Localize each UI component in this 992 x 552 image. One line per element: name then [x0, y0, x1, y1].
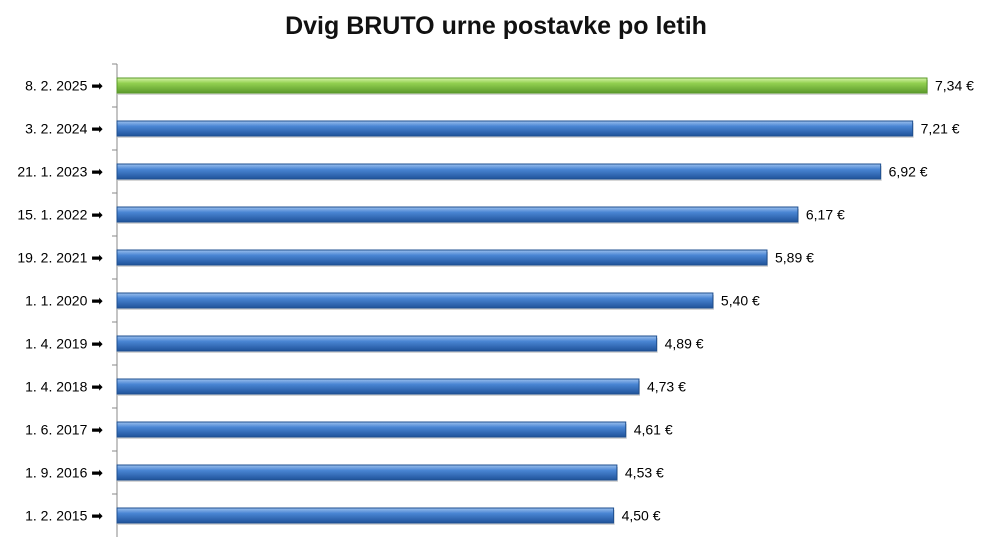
bar — [116, 120, 914, 137]
arrow-icon: ➡ — [91, 466, 103, 482]
data-label: 4,50 € — [622, 508, 661, 524]
y-tick-label: 1. 4. 2019 ➡ — [25, 336, 103, 353]
bar — [116, 421, 627, 438]
y-tick-label: 19. 2. 2021 ➡ — [17, 250, 103, 267]
y-tick-label: 1. 2. 2015 ➡ — [25, 508, 103, 525]
arrow-icon: ➡ — [91, 79, 103, 95]
y-tick-label-text: 1. 4. 2018 — [25, 379, 91, 395]
y-tick-label: 1. 4. 2018 ➡ — [25, 379, 103, 396]
y-tick-label-text: 8. 2. 2025 — [25, 78, 91, 94]
data-label: 4,61 € — [634, 422, 673, 438]
data-label: 7,34 € — [935, 78, 974, 94]
y-tick-label-text: 19. 2. 2021 — [17, 250, 91, 266]
y-tick-label: 1. 6. 2017 ➡ — [25, 422, 103, 439]
y-tick-label-text: 1. 2. 2015 — [25, 508, 91, 524]
y-tick-label-text: 15. 1. 2022 — [17, 207, 91, 223]
y-tick-label-text: 1. 4. 2019 — [25, 336, 91, 352]
y-tick-label: 21. 1. 2023 ➡ — [17, 164, 103, 181]
y-tick-label: 3. 2. 2024 ➡ — [25, 121, 103, 138]
y-tick-label: 1. 1. 2020 ➡ — [25, 293, 103, 310]
arrow-icon: ➡ — [91, 423, 103, 439]
y-tick-label: 1. 9. 2016 ➡ — [25, 465, 103, 482]
y-tick-label: 8. 2. 2025 ➡ — [25, 78, 103, 95]
bar — [116, 335, 658, 352]
bar — [116, 292, 714, 309]
data-label: 4,53 € — [625, 465, 664, 481]
arrow-icon: ➡ — [91, 165, 103, 181]
bar — [116, 163, 882, 180]
arrow-icon: ➡ — [91, 251, 103, 267]
arrow-icon: ➡ — [91, 294, 103, 310]
y-tick-label-text: 21. 1. 2023 — [17, 164, 91, 180]
data-label: 6,17 € — [806, 207, 845, 223]
arrow-icon: ➡ — [91, 122, 103, 138]
bar — [116, 206, 799, 223]
arrow-icon: ➡ — [91, 337, 103, 353]
bar — [116, 378, 640, 395]
data-label: 6,92 € — [889, 164, 928, 180]
bar — [116, 507, 615, 524]
data-label: 4,73 € — [647, 379, 686, 395]
bar — [116, 464, 618, 481]
data-label: 4,89 € — [665, 336, 704, 352]
y-tick-label-text: 1. 1. 2020 — [25, 293, 91, 309]
arrow-icon: ➡ — [91, 509, 103, 525]
arrow-icon: ➡ — [91, 208, 103, 224]
data-label: 7,21 € — [921, 121, 960, 137]
bar — [116, 249, 768, 266]
y-tick-label-text: 3. 2. 2024 — [25, 121, 91, 137]
data-label: 5,40 € — [721, 293, 760, 309]
y-tick-label: 15. 1. 2022 ➡ — [17, 207, 103, 224]
data-label: 5,89 € — [775, 250, 814, 266]
y-tick-label-text: 1. 9. 2016 — [25, 465, 91, 481]
arrow-icon: ➡ — [91, 380, 103, 396]
bar-highlight — [116, 77, 928, 94]
chart-title: Dvig BRUTO urne postavke po letih — [285, 12, 707, 40]
y-tick-label-text: 1. 6. 2017 — [25, 422, 91, 438]
